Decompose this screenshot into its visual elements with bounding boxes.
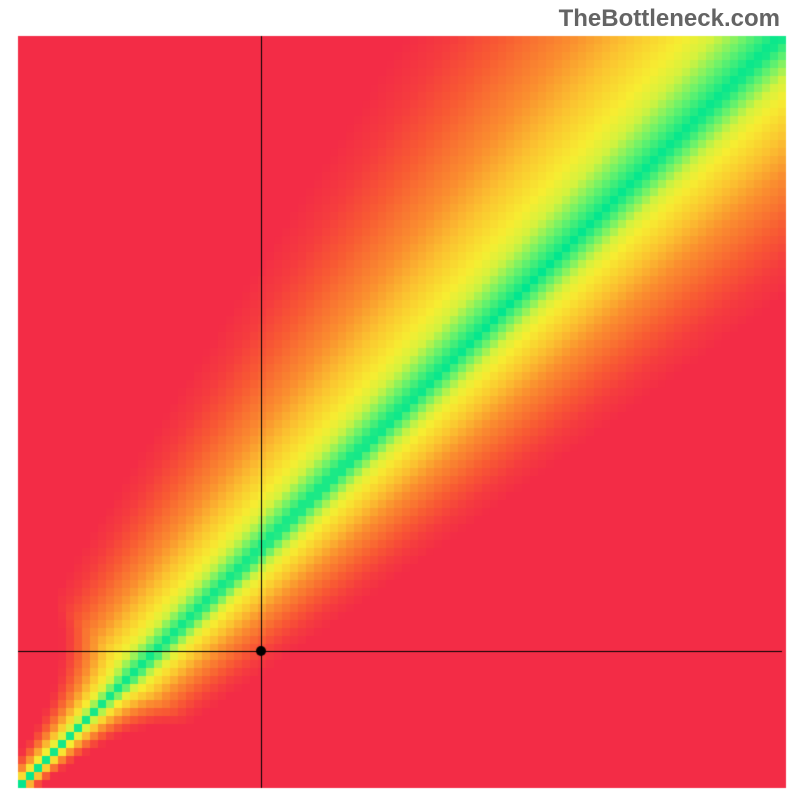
bottleneck-heatmap [0, 0, 800, 800]
container: { "watermark": { "text": "TheBottleneck.… [0, 0, 800, 800]
watermark-text: TheBottleneck.com [559, 5, 780, 33]
